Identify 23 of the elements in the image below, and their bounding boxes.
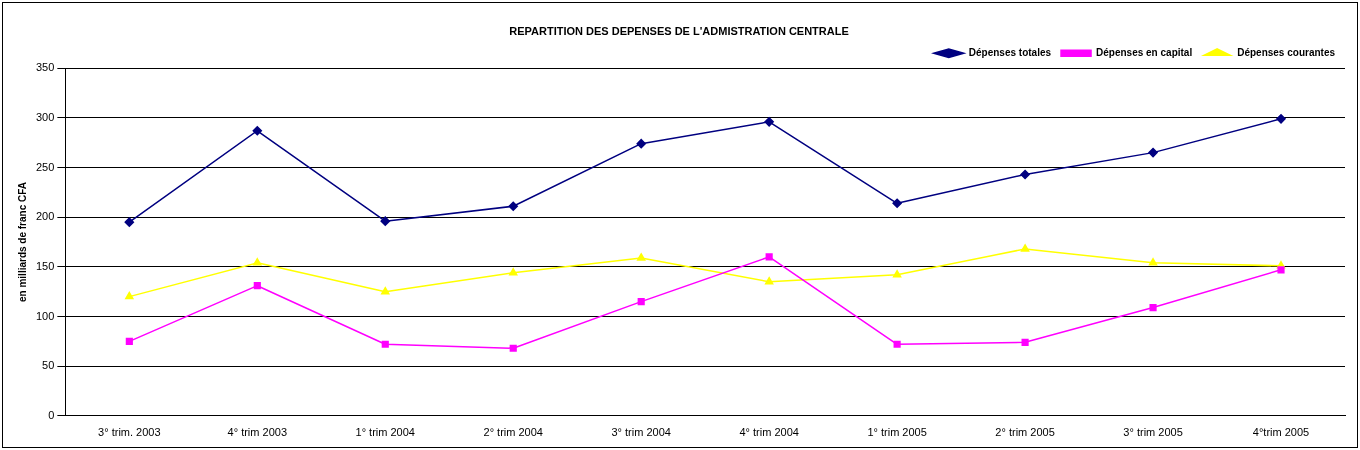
x-tick-label: 1° trim 2004 xyxy=(355,426,415,439)
x-tick-label: 4° trim 2004 xyxy=(739,426,799,439)
legend-label: Dépenses courantes xyxy=(1237,46,1336,58)
y-tick-label: 100 xyxy=(35,309,55,322)
y-tick-label: 150 xyxy=(35,259,55,272)
x-tick-label: 3° trim 2004 xyxy=(611,426,671,439)
x-tick-label: 2° trim 2005 xyxy=(995,426,1055,439)
y-tick-label: 350 xyxy=(35,61,55,74)
legend-label: Dépenses en capital xyxy=(1096,46,1193,58)
x-tick-label: 1° trim 2005 xyxy=(867,426,927,439)
y-tick-label: 50 xyxy=(42,359,55,372)
y-tick-label: 300 xyxy=(35,110,55,123)
legend-label: Dépenses totales xyxy=(968,46,1052,58)
y-axis-title: en milliards de franc CFA xyxy=(16,181,28,303)
y-tick-label: 250 xyxy=(35,160,55,173)
x-tick-label: 4° trim 2003 xyxy=(227,426,288,439)
y-tick-label: 0 xyxy=(48,408,55,421)
x-tick-label: 2° trim 2004 xyxy=(483,426,543,439)
x-tick-label: 3° trim. 2003 xyxy=(98,426,161,439)
x-tick-label: 3° trim 2005 xyxy=(1123,426,1183,439)
y-tick-label: 200 xyxy=(35,210,55,223)
x-tick-label: 4°trim 2005 xyxy=(1252,426,1310,439)
chart-title: REPARTITION DES DEPENSES DE L'ADMISTRATION CENTRALE xyxy=(509,24,849,37)
